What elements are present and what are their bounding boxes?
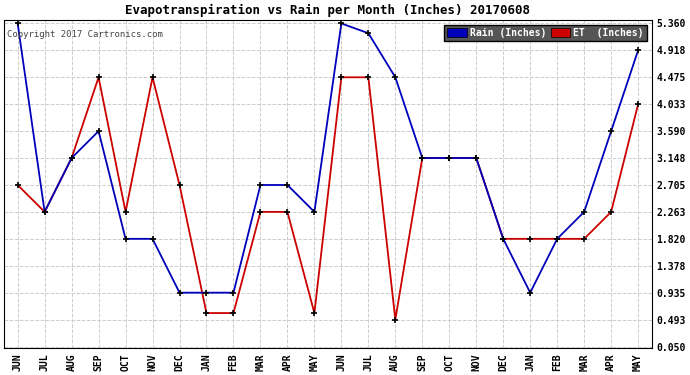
- Legend: Rain (Inches), ET  (Inches): Rain (Inches), ET (Inches): [444, 25, 647, 40]
- Text: Copyright 2017 Cartronics.com: Copyright 2017 Cartronics.com: [8, 30, 164, 39]
- Title: Evapotranspiration vs Rain per Month (Inches) 20170608: Evapotranspiration vs Rain per Month (In…: [126, 4, 531, 17]
